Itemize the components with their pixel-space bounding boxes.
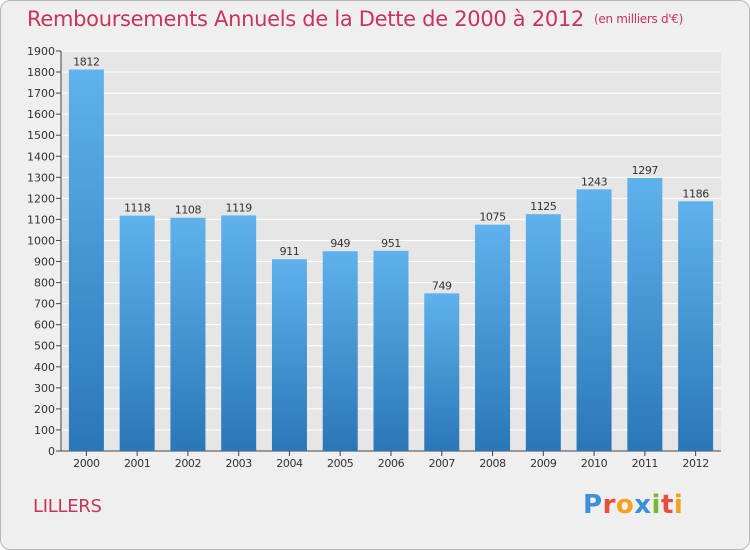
y-tick-label: 100 [34,424,55,437]
x-tick-label: 2007 [429,457,456,470]
bar [271,259,307,451]
y-tick-label: 400 [34,361,55,374]
bar [221,215,257,451]
bar-value-label: 1108 [175,204,202,217]
bar [678,201,714,451]
x-tick-label: 2002 [175,457,201,470]
bar-value-label: 1119 [225,201,252,214]
logo-letter: i [673,490,684,520]
y-tick-label: 1300 [27,171,55,184]
logo-letter: r [602,490,616,520]
bar [373,250,409,451]
bar-value-label: 1075 [479,211,506,224]
x-tick-label: 2008 [479,457,506,470]
bar [119,215,155,451]
x-tick-label: 2006 [378,457,405,470]
logo-letter: x [634,490,652,520]
x-tick-label: 2005 [327,457,354,470]
logo-letter: P [583,490,603,520]
x-tick-label: 2012 [682,457,708,470]
bar-value-label: 1118 [124,202,151,215]
bar [424,293,460,451]
bar [322,251,358,451]
bar [627,177,663,451]
y-tick-label: 200 [34,403,55,416]
x-tick-label: 2004 [276,457,303,470]
bar-value-label: 1125 [530,200,557,213]
logo-letter: o [615,490,635,520]
y-tick-label: 1700 [27,87,55,100]
bar [525,214,561,451]
bar-value-label: 951 [381,237,401,250]
bar-value-label: 949 [330,237,350,250]
y-tick-label: 1400 [27,150,55,163]
bar-value-label: 1297 [632,164,659,177]
bar [170,217,206,451]
y-tick-label: 1200 [27,192,55,205]
y-tick-label: 800 [34,277,55,290]
bar [576,189,612,451]
y-tick-label: 900 [34,256,55,269]
logo-letter: t [660,490,674,520]
bar [68,69,104,452]
bar-value-label: 911 [280,245,300,258]
logo-letter: i [651,490,661,520]
x-tick-label: 2000 [73,457,100,470]
y-tick-label: 1000 [27,234,55,247]
chart-title: Remboursements Annuels de la Dette de 20… [27,7,683,31]
bar-value-label: 749 [432,279,452,292]
y-tick-label: 300 [34,382,55,395]
y-tick-label: 700 [34,298,55,311]
bar-value-label: 1243 [581,175,608,188]
town-name: LILLERS [33,496,102,517]
y-tick-label: 1600 [27,108,55,121]
bar [475,224,511,451]
unit-label: (en milliers d'€) [594,12,684,26]
x-tick-label: 2003 [225,457,252,470]
title-text: Remboursements Annuels de la Dette de 20… [27,7,584,31]
x-tick-label: 2010 [581,457,608,470]
y-tick-label: 0 [48,445,55,458]
y-tick-label: 1500 [27,129,55,142]
bar-value-label: 1812 [73,56,99,69]
x-tick-label: 2011 [632,457,658,470]
bar-value-label: 1186 [682,187,709,200]
y-tick-label: 600 [34,319,55,332]
x-tick-label: 2001 [124,457,150,470]
y-tick-label: 1900 [27,45,55,58]
y-tick-label: 1800 [27,66,55,79]
y-tick-label: 500 [34,340,55,353]
x-tick-label: 2009 [530,457,557,470]
proxiti-logo: Proxiti [583,490,683,520]
y-tick-label: 1100 [27,213,55,226]
